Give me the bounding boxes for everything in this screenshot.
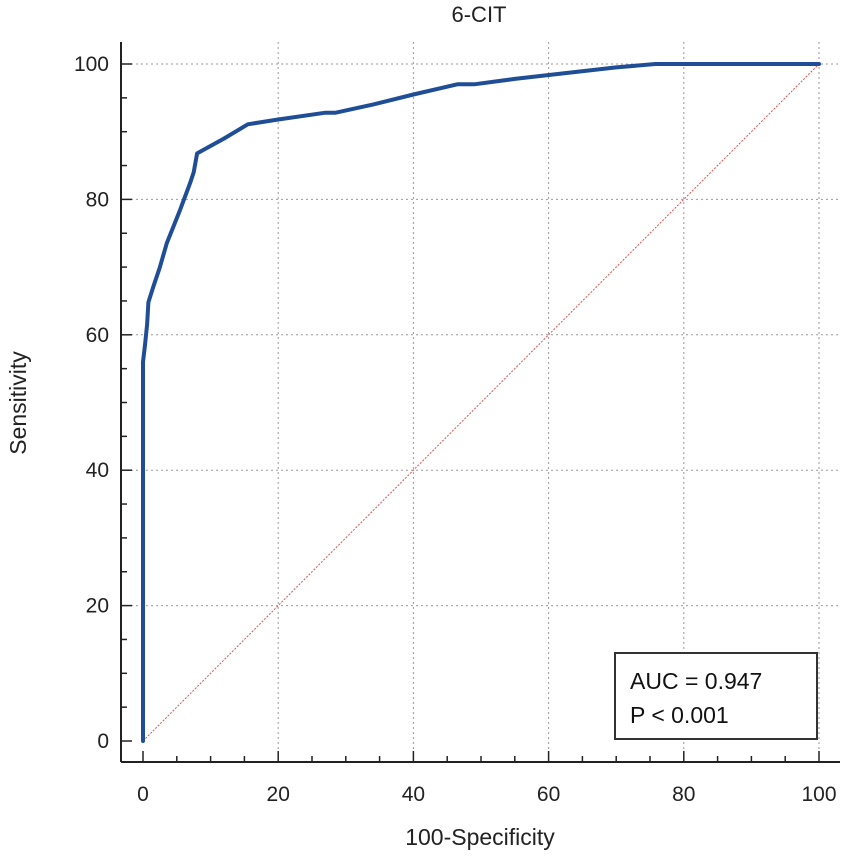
x-tick-label: 0: [137, 783, 149, 806]
y-tick-label: 100: [74, 53, 109, 76]
x-tick-label: 60: [537, 783, 560, 806]
y-tick-label: 80: [86, 188, 109, 211]
y-tick-labels: 0 20 40 60 80 100: [74, 53, 109, 753]
y-tick-label: 20: [86, 595, 109, 618]
y-tick-label: 0: [97, 730, 109, 753]
reference-line: [142, 63, 820, 742]
x-tick-label: 20: [267, 783, 290, 806]
gridlines: [121, 42, 840, 762]
x-tick-label: 80: [672, 783, 695, 806]
axes: [120, 42, 840, 763]
chart-title: 6-CIT: [452, 2, 507, 27]
y-tick-label: 40: [86, 459, 109, 482]
x-tick-label: 40: [402, 783, 425, 806]
x-tick-label: 100: [801, 783, 836, 806]
x-tick-labels: 0 20 40 60 80 100: [137, 783, 836, 806]
x-axis-title: 100-Specificity: [405, 824, 555, 850]
y-tick-label: 60: [86, 324, 109, 347]
auc-annotation-box: AUC = 0.947 P < 0.001: [614, 652, 818, 740]
p-value-label: P < 0.001: [630, 702, 729, 728]
y-axis-title: Sensitivity: [5, 351, 31, 455]
roc-curve: [141, 62, 821, 743]
auc-value-label: AUC = 0.947: [630, 668, 763, 694]
